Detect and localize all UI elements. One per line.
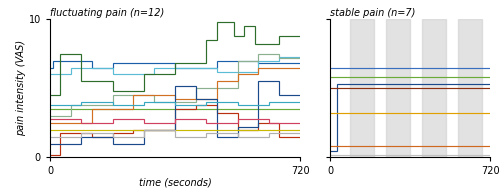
- Text: stable pain (n=7): stable pain (n=7): [330, 8, 416, 18]
- Bar: [458, 19, 482, 157]
- X-axis label: time (seconds): time (seconds): [138, 178, 212, 188]
- Text: fluctuating pain (n=12): fluctuating pain (n=12): [50, 8, 164, 18]
- Bar: [350, 19, 374, 157]
- Y-axis label: pain intensity (VAS): pain intensity (VAS): [16, 40, 26, 136]
- Bar: [386, 19, 410, 157]
- Bar: [422, 19, 446, 157]
